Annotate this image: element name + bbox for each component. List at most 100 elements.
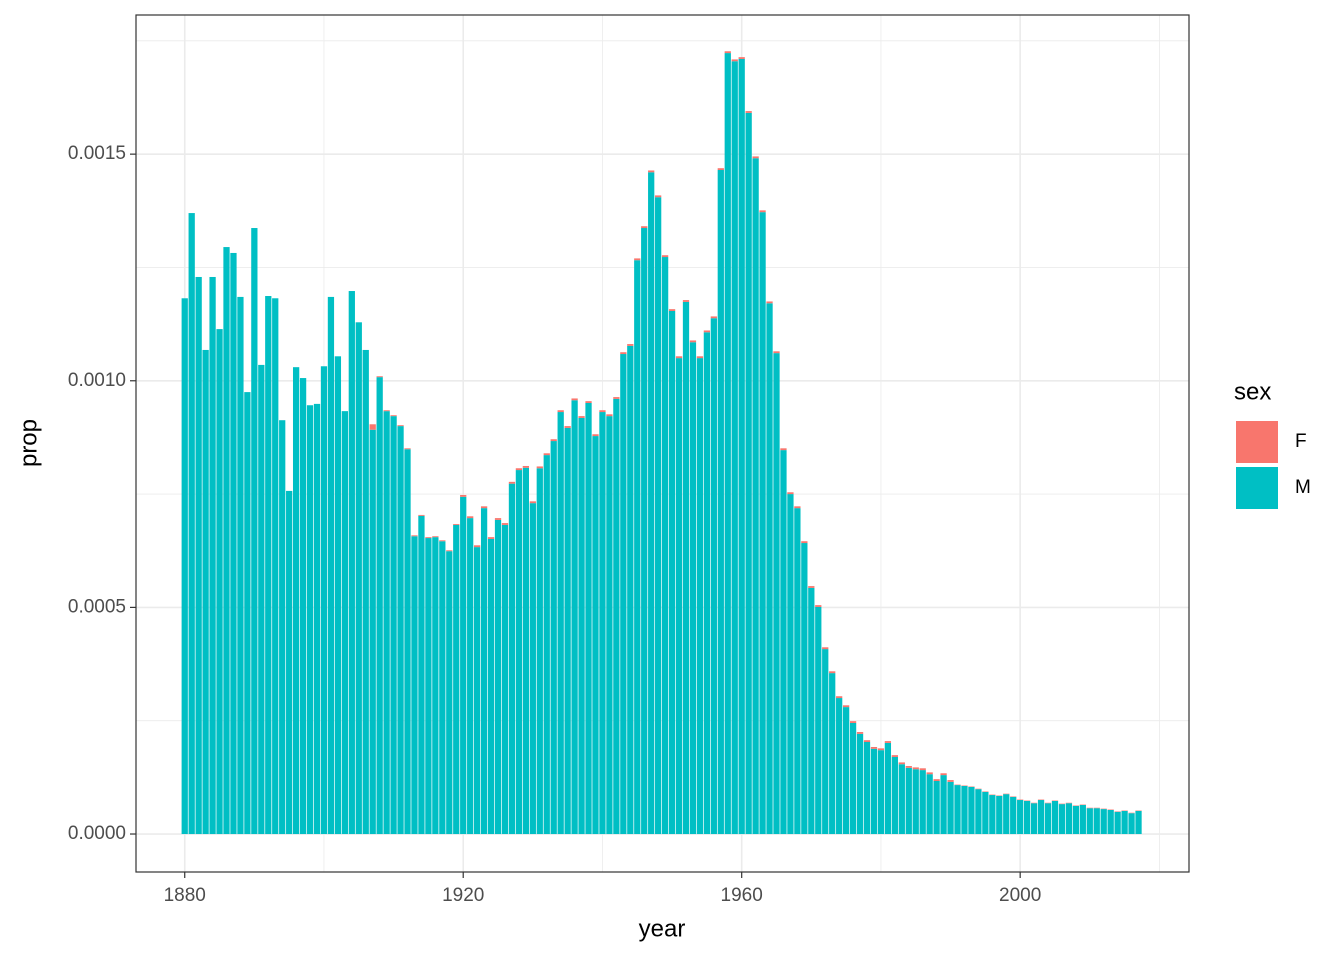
- bar-segment: [425, 538, 432, 835]
- bar-segment: [822, 647, 829, 650]
- bar-segment: [745, 112, 752, 835]
- bar-segment: [418, 515, 425, 835]
- bar-segment: [237, 296, 244, 835]
- bar-segment: [738, 58, 745, 835]
- bar-segment: [641, 228, 648, 835]
- bar-segment: [808, 587, 815, 835]
- bar-segment: [1135, 810, 1142, 835]
- bar-segment: [759, 212, 766, 835]
- bar-segment: [1017, 800, 1024, 835]
- bar-segment: [731, 61, 738, 835]
- bar-segment: [919, 770, 926, 835]
- bar-segment: [467, 518, 474, 835]
- bar-segment: [299, 378, 307, 835]
- bar-segment: [627, 344, 634, 346]
- bar-segment: [787, 494, 794, 835]
- bar-segment: [710, 318, 717, 835]
- bar-segment: [877, 750, 885, 835]
- panel-border: [135, 14, 1190, 873]
- bar-segment: [418, 514, 425, 516]
- bar-segment: [780, 450, 787, 835]
- bar-segment: [543, 453, 550, 456]
- bar-segment: [543, 455, 550, 835]
- bar-segment: [717, 170, 724, 835]
- bar-segment: [842, 705, 850, 708]
- bar-segment: [801, 541, 808, 544]
- legend-key: [1236, 467, 1278, 509]
- bar-segment: [710, 316, 717, 319]
- bar-segment: [752, 158, 759, 835]
- y-tick-label: 0.0010: [68, 370, 126, 391]
- bar-segment: [446, 551, 453, 835]
- bar-segment: [474, 547, 481, 835]
- bar-segment: [870, 748, 878, 835]
- bar-segment: [968, 786, 975, 835]
- bar-segment: [1086, 808, 1093, 835]
- bar-segment: [202, 349, 209, 835]
- bar-segment: [286, 490, 293, 835]
- bar-segment: [1079, 805, 1086, 835]
- bar-segment: [501, 523, 509, 525]
- bar-segment: [439, 541, 446, 835]
- bar-segment: [383, 410, 390, 412]
- bar-segment: [1065, 803, 1073, 835]
- bar-segment: [912, 769, 919, 835]
- bar-segment: [1107, 809, 1114, 835]
- bar-segment: [1093, 808, 1100, 835]
- bar-segment: [940, 773, 947, 776]
- bar-segment: [376, 377, 383, 835]
- bar-segment: [808, 586, 815, 588]
- bar-segment: [508, 483, 516, 835]
- bar-segment: [940, 775, 947, 835]
- bar-segment: [1121, 810, 1128, 835]
- bar-segment: [745, 111, 752, 113]
- bar-segment: [773, 351, 780, 354]
- bar-segment: [801, 543, 808, 835]
- bar-segment: [989, 795, 996, 835]
- bar-segment: [863, 742, 871, 835]
- bar-segment: [891, 756, 898, 835]
- bar-segment: [787, 492, 794, 495]
- bar-segment: [313, 403, 321, 835]
- bar-segment: [863, 740, 871, 743]
- bar-segment: [355, 322, 362, 835]
- bar-segment: [390, 415, 397, 417]
- bar-segment: [272, 298, 279, 835]
- bar-segment: [432, 537, 439, 835]
- bar-segment: [829, 671, 836, 674]
- bar-segment: [926, 774, 933, 835]
- bar-segment: [961, 785, 968, 835]
- bar-segment: [383, 411, 390, 835]
- bar-segment: [411, 535, 418, 537]
- bar-segment: [947, 781, 954, 835]
- bar-segment: [627, 345, 634, 835]
- bar-segment: [898, 762, 905, 765]
- bar-segment: [550, 439, 557, 442]
- bar-segment: [327, 296, 335, 835]
- bar-segment: [369, 429, 376, 835]
- bar-segment: [884, 741, 892, 743]
- bar-segment: [661, 255, 669, 258]
- bar-segment: [223, 247, 230, 835]
- bar-segment: [244, 392, 251, 835]
- bar-segment: [453, 524, 460, 835]
- bar-segment: [397, 425, 404, 427]
- bar-segment: [487, 537, 495, 539]
- bar-segment: [703, 330, 711, 333]
- bar-segment: [703, 332, 711, 835]
- bar-segment: [592, 434, 599, 437]
- bar-segment: [842, 707, 850, 835]
- bar-segment: [501, 524, 509, 835]
- legend-title: sex: [1234, 378, 1271, 405]
- y-axis-title: prop: [15, 419, 42, 467]
- bar-segment: [655, 197, 662, 835]
- bar-segment: [550, 441, 557, 835]
- bar-segment: [564, 426, 571, 428]
- bar-segment: [529, 501, 536, 504]
- bar-segment: [780, 448, 787, 451]
- bar-segment: [508, 481, 516, 484]
- bar-segment: [849, 722, 857, 835]
- bar-segment: [947, 780, 954, 782]
- bar-segment: [376, 376, 383, 378]
- bar-segment: [585, 402, 592, 835]
